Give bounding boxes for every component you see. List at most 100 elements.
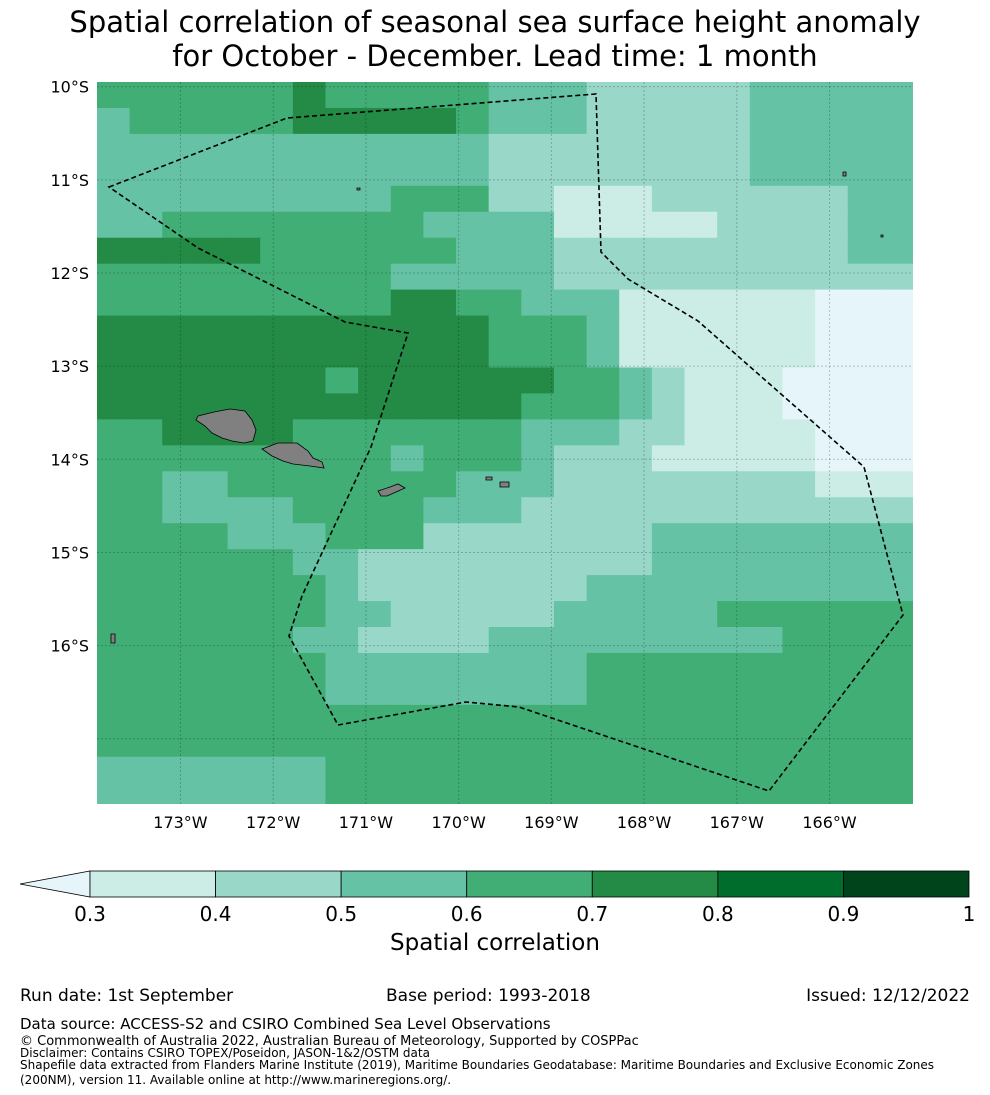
heatmap-cell	[553, 263, 588, 291]
heatmap-cell	[358, 159, 392, 187]
heatmap-cell	[815, 445, 849, 472]
longitude-label: 166°W	[802, 813, 857, 832]
heatmap-cell	[521, 445, 555, 472]
heatmap-cell	[847, 289, 881, 317]
heatmap-cell	[782, 159, 816, 187]
heatmap-cell	[880, 211, 913, 239]
heatmap-cell	[292, 289, 327, 317]
heatmap-cell	[880, 678, 913, 706]
heatmap-cell	[390, 626, 424, 654]
heatmap-cell	[880, 549, 913, 576]
heatmap-cell	[325, 289, 359, 317]
heatmap-cell	[684, 159, 718, 187]
heatmap-cell	[815, 367, 849, 395]
upolu-island	[261, 442, 325, 469]
heatmap-cell	[586, 367, 620, 395]
heatmap-cell	[260, 315, 294, 343]
heatmap-cell	[358, 523, 392, 550]
heatmap-cell	[227, 82, 261, 109]
heatmap-cell	[749, 497, 784, 524]
heatmap-cell	[717, 82, 751, 109]
heatmap-cell	[749, 133, 784, 161]
heatmap-cell	[423, 367, 457, 395]
heatmap-cell	[162, 549, 196, 576]
correlation-heatmap	[97, 82, 913, 804]
heatmap-cell	[847, 419, 881, 446]
heatmap-cell	[325, 782, 359, 804]
heatmap-cell	[651, 185, 686, 213]
heatmap-cell	[325, 185, 359, 213]
heatmap-cell	[97, 341, 131, 369]
heatmap-cell	[553, 367, 588, 395]
heatmap-cell	[227, 315, 261, 343]
heatmap-cell	[880, 445, 913, 472]
heatmap-cell	[880, 419, 913, 446]
heatmap-cell	[684, 367, 718, 395]
heatmap-cell	[521, 133, 555, 161]
heatmap-cell	[97, 107, 131, 135]
heatmap-cell	[586, 523, 620, 550]
heatmap-cell	[194, 497, 229, 524]
heatmap-cell	[129, 678, 163, 706]
shapefile-credit-line-2: (200NM), version 11. Available online at…	[20, 1073, 452, 1087]
heatmap-cell	[553, 445, 588, 472]
heatmap-cell	[586, 419, 620, 446]
heatmap-cell	[456, 367, 490, 395]
heatmap-cell	[619, 523, 653, 550]
heatmap-cell	[227, 678, 261, 706]
heatmap-cell	[782, 756, 816, 784]
heatmap-cell	[521, 367, 555, 395]
heatmap-cell	[358, 82, 392, 109]
heatmap-cell	[390, 367, 424, 395]
heatmap-cell	[815, 315, 849, 343]
heatmap-cell	[880, 263, 913, 291]
heatmap-cell	[521, 523, 555, 550]
heatmap-cell	[162, 704, 196, 732]
heatmap-cell	[553, 341, 588, 369]
heatmap-cell	[521, 211, 555, 239]
heatmap-cell	[749, 367, 784, 395]
heatmap-cell	[97, 549, 131, 576]
heatmap-cell	[358, 419, 392, 446]
heatmap-cell	[292, 575, 327, 602]
heatmap-cell	[194, 159, 229, 187]
heatmap-cell	[129, 263, 163, 291]
heatmap-cell	[358, 315, 392, 343]
heatmap-cell	[488, 263, 522, 291]
heatmap-cell	[129, 289, 163, 317]
heatmap-cell	[292, 315, 327, 343]
heatmap-cell	[586, 211, 620, 239]
heatmap-cell	[456, 263, 490, 291]
colorbar-tick-label: 0.9	[828, 902, 860, 926]
latitude-label: 15°S	[50, 543, 89, 562]
heatmap-cell	[553, 211, 588, 239]
heatmap-cell	[521, 601, 555, 628]
longitude-label: 172°W	[246, 813, 301, 832]
heatmap-cell	[162, 471, 196, 498]
heatmap-cell	[260, 704, 294, 732]
heatmap-cell	[684, 341, 718, 369]
heatmap-cell	[227, 497, 261, 524]
heatmap-cell	[423, 445, 457, 472]
heatmap-cell	[619, 185, 653, 213]
heatmap-cell	[553, 419, 588, 446]
heatmap-cell	[390, 419, 424, 446]
heatmap-cell	[325, 133, 359, 161]
heatmap-cell	[227, 549, 261, 576]
heatmap-cell	[456, 575, 490, 602]
heatmap-cell	[684, 211, 718, 239]
heatmap-cell	[260, 601, 294, 628]
heatmap-cell	[129, 341, 163, 369]
heatmap-cell	[717, 652, 751, 680]
heatmap-cell	[390, 601, 424, 628]
heatmap-cell	[456, 159, 490, 187]
heatmap-cell	[488, 159, 522, 187]
heatmap-cell	[782, 393, 816, 420]
heatmap-cell	[423, 289, 457, 317]
heatmap-cell	[749, 756, 784, 784]
heatmap-cell	[749, 652, 784, 680]
heatmap-cell	[847, 159, 881, 187]
heatmap-cell	[456, 185, 490, 213]
heatmap-cell	[325, 652, 359, 680]
heatmap-cell	[521, 237, 555, 265]
